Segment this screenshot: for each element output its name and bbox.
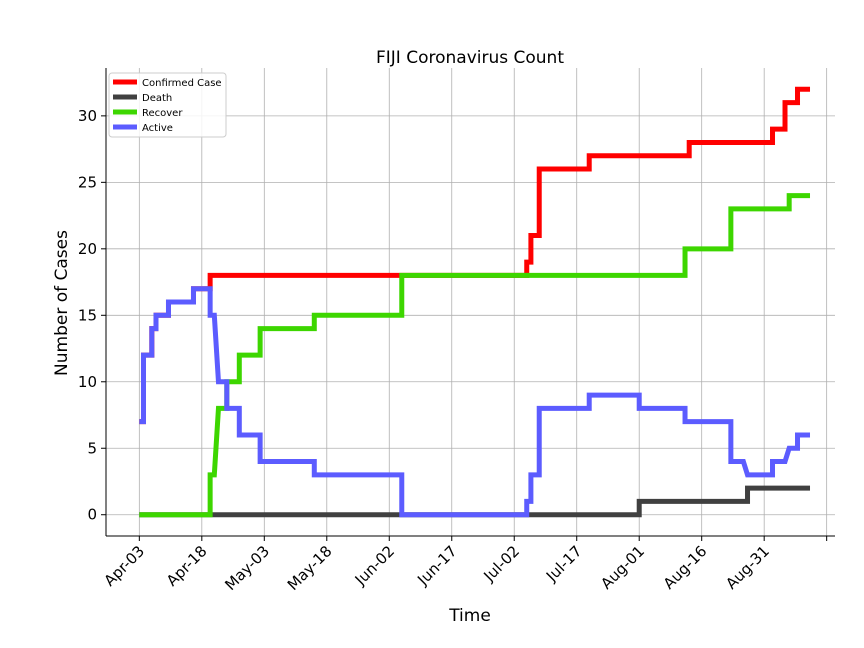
axes-spines [105,68,835,537]
y-tick-label: 20 [78,240,97,258]
x-axis-label: Time [448,606,491,626]
y-axis-label: Number of Cases [52,230,72,376]
y-tick-label: 30 [78,107,97,125]
y-tick-label: 10 [78,373,97,391]
y-tick-label: 0 [87,506,97,524]
legend: Confirmed Case Death Recover Active [108,72,227,138]
legend-label: Confirmed Case [142,78,222,89]
x-tick-label: Aug-01 [597,542,648,593]
y-tick-label: 5 [87,439,97,457]
x-tick-label: Jun-02 [351,542,398,589]
y-axis-ticks: 0 5 10 15 20 25 30 [78,107,106,524]
legend-label: Recover [142,108,183,119]
series-layer [139,86,811,518]
x-tick-label: May-03 [221,542,273,594]
x-tick-label: Aug-31 [722,542,773,593]
grid [106,68,835,536]
x-tick-label: Jul-02 [480,542,524,586]
x-tick-label: Apr-03 [100,542,148,590]
y-tick-label: 25 [78,173,97,191]
legend-label: Active [142,123,173,134]
series-line-recover [139,193,811,518]
x-tick-label: Aug-16 [660,542,711,593]
series-line-death [139,485,811,518]
chart-title: FIJI Coronavirus Count [376,48,564,68]
legend-frame [108,72,227,138]
series-line-active [139,286,811,518]
x-tick-label: Jul-17 [542,542,586,586]
x-axis-ticks: Apr-03 Apr-18 May-03 May-18 Jun-02 Jun-17 Jul-… [100,536,828,594]
legend-label: Death [142,93,172,104]
x-tick-label: Jun-17 [413,542,460,589]
x-tick-label: Apr-18 [163,542,211,590]
y-tick-label: 15 [78,306,97,324]
x-tick-label: May-18 [284,542,336,594]
